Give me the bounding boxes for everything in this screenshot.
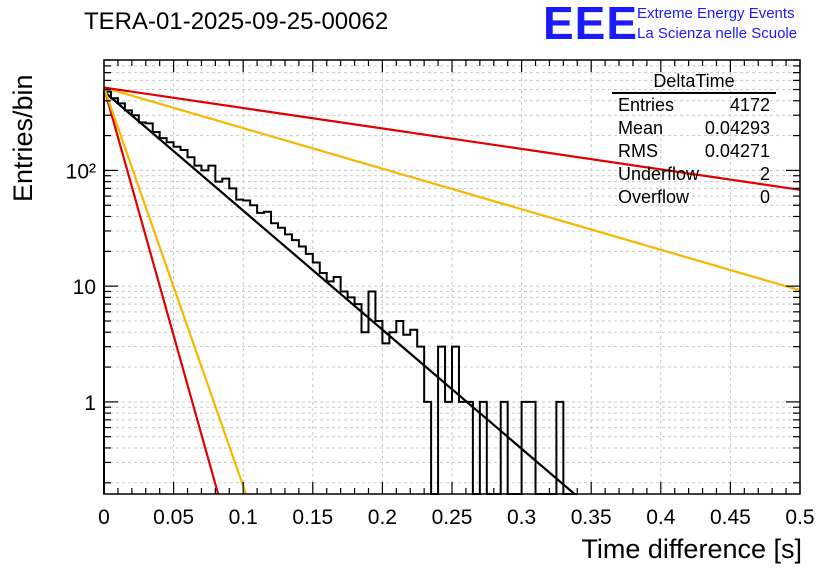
fit-curve (103, 86, 801, 292)
stats-value: 2 (759, 164, 770, 184)
histogram-bin (264, 212, 271, 494)
plot-title: TERA-01-2025-09-25-00062 (84, 8, 389, 35)
histogram-bin (417, 347, 424, 494)
histogram-bin (292, 240, 299, 494)
y-tick-label: 10² (66, 160, 96, 183)
histogram-bin (139, 122, 146, 494)
histogram-bin (257, 213, 264, 494)
x-axis-title: Time difference [s] (581, 534, 802, 564)
stats-row-underflow: Underflow 2 (612, 163, 776, 186)
histogram-bin (334, 277, 341, 494)
fit-curve (103, 86, 801, 191)
x-tick-label: 0.4 (646, 506, 676, 529)
histogram-bin (389, 332, 396, 494)
x-tick-label: 0 (98, 506, 110, 529)
histogram-bin (104, 92, 111, 494)
histogram-bin (459, 402, 466, 494)
histogram-bin (153, 132, 160, 494)
stats-box: DeltaTime Entries 4172 Mean 0.04293 RMS … (612, 70, 776, 209)
x-tick-label: 0.1 (229, 506, 258, 529)
histogram-bin (424, 402, 431, 494)
histogram-bin (382, 343, 389, 494)
histogram-bin (250, 205, 257, 494)
stats-label: Underflow (618, 164, 700, 184)
histogram-bin (320, 273, 327, 494)
histogram-bin (208, 166, 215, 494)
histogram-bin (271, 223, 278, 494)
histogram-bin (278, 228, 285, 494)
x-tick-label: 0.2 (368, 506, 397, 529)
stats-label: RMS (618, 141, 658, 161)
histogram-bin (529, 402, 536, 494)
x-tick-label: 0.15 (292, 506, 333, 529)
histogram-bin (522, 402, 529, 494)
histogram-bin (285, 234, 292, 494)
histogram-bin (194, 166, 201, 494)
histogram-bin (403, 335, 410, 494)
stats-value: 0 (759, 187, 770, 207)
histogram-bin (222, 179, 229, 494)
stats-row-overflow: Overflow 0 (612, 186, 776, 209)
x-tick-label: 0.35 (571, 506, 612, 529)
x-tick-label: 0.3 (507, 506, 536, 529)
fit-curves (102, 86, 801, 495)
histogram-bin (466, 402, 473, 494)
histogram-bin (362, 332, 369, 494)
stats-row-rms: RMS 0.04271 (612, 140, 776, 163)
x-tick-label: 0.5 (785, 506, 814, 529)
y-tick-label: 10 (73, 276, 96, 299)
logo-subtitle-2: La Scienza nelle Scuole (637, 25, 798, 42)
axes: 0 0.05 0.1 0.15 0.2 0.25 0.3 0.35 0.4 0.45 0.5 1 10 1… (66, 59, 815, 529)
histogram-bin (299, 247, 306, 494)
histogram-bin (236, 200, 243, 494)
y-axis-title: Entries/bin (8, 74, 38, 202)
stats-label: Entries (618, 95, 675, 115)
eee-logo: EEE (543, 0, 639, 49)
x-tick-label: 0.05 (153, 506, 194, 529)
stats-name: DeltaTime (612, 70, 776, 94)
histogram-bin (306, 254, 313, 494)
stats-label: Mean (618, 118, 664, 138)
histogram-bin (445, 402, 452, 494)
histogram-bin (188, 157, 195, 494)
histogram-bin (174, 147, 181, 494)
histogram-bin (452, 347, 459, 494)
fit-curve (102, 87, 220, 495)
histogram-bin (313, 263, 320, 494)
stats-value: 0.04271 (704, 141, 770, 161)
histogram-bin (111, 98, 118, 494)
stats-row-mean: Mean 0.04293 (612, 117, 776, 140)
histogram-outline (103, 90, 578, 495)
stats-label: Overflow (618, 187, 690, 207)
logo-subtitle-1: Extreme Energy Events (637, 5, 795, 22)
histogram-bin (355, 304, 362, 494)
x-tick-label: 0.45 (710, 506, 751, 529)
histogram-bin (160, 138, 167, 494)
fit-curve (103, 90, 576, 495)
stats-value: 0.04293 (704, 118, 770, 138)
stats-row-entries: Entries 4172 (612, 94, 776, 117)
histogram-bin (501, 402, 508, 494)
histogram-bin (327, 281, 334, 494)
x-tick-label: 0.25 (432, 506, 473, 529)
histogram-bin (146, 123, 153, 494)
histogram-bin (375, 321, 382, 494)
y-tick-label: 1 (84, 392, 96, 415)
histogram-bin (341, 291, 348, 494)
histogram-bin (215, 182, 222, 494)
histogram-bin (243, 200, 250, 494)
histogram-bin (348, 297, 355, 494)
histogram-layer (103, 90, 578, 495)
stats-value: 4172 (729, 95, 770, 115)
histogram-bin (438, 347, 445, 494)
fit-curve (102, 87, 248, 495)
